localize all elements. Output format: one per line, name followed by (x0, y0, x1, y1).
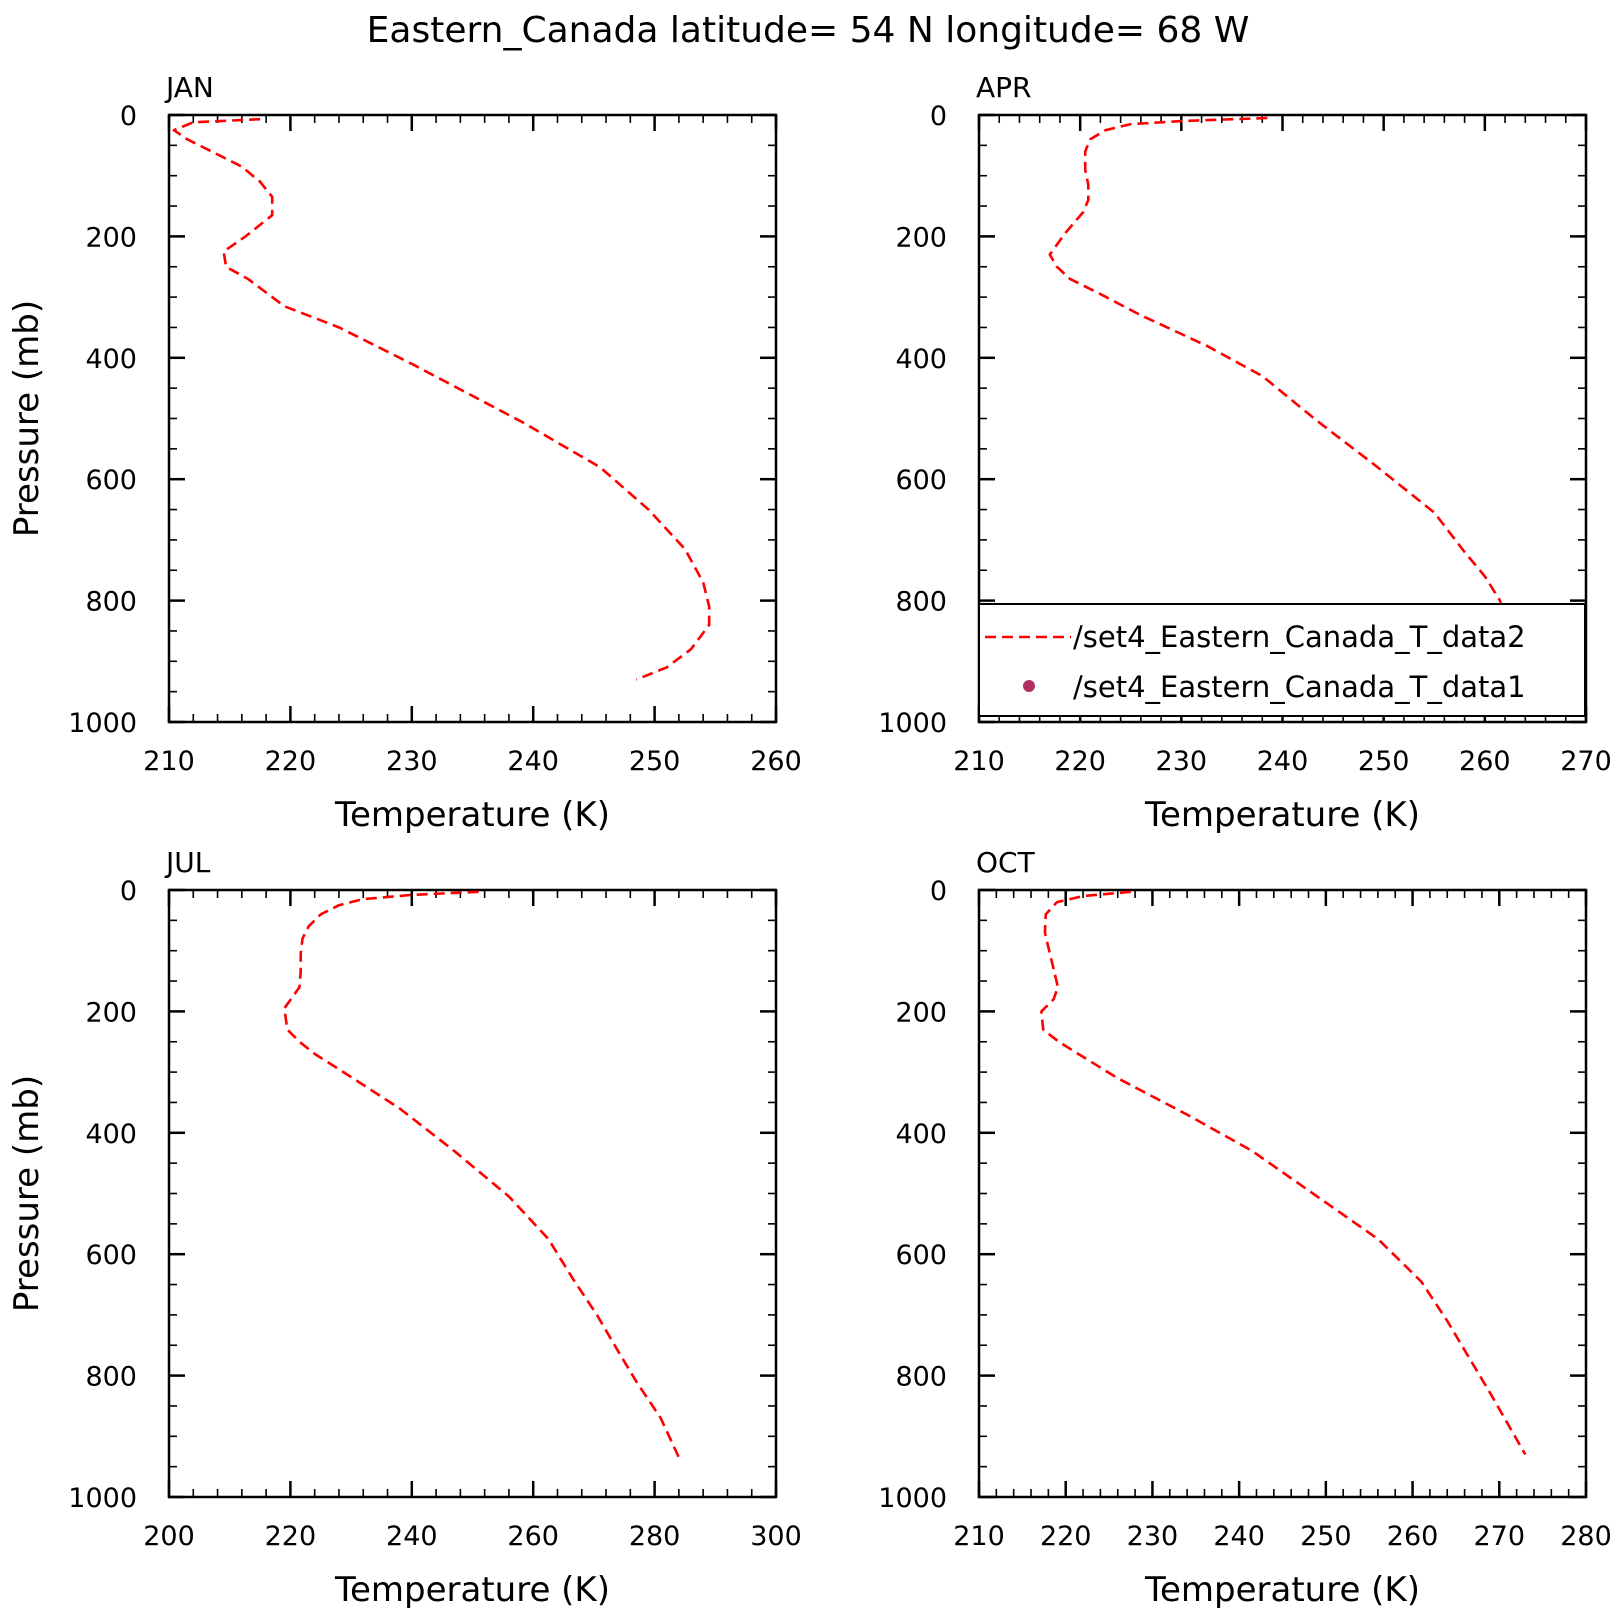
x-tick-label-jan: 240 (507, 746, 559, 777)
y-axis-label-jan: Pressure (mb) (7, 300, 47, 537)
panel-title-apr: APR (976, 71, 1032, 104)
panel-title-jul: JUL (164, 846, 211, 879)
x-tick-label-oct: 250 (1300, 1521, 1352, 1552)
y-tick-label-apr: 0 (930, 101, 947, 132)
legend-label-data2: /set4_Eastern_Canada_T_data2 (1073, 620, 1526, 654)
plot-frame-jan (167, 113, 778, 724)
x-tick-label-apr: 210 (953, 746, 1005, 777)
y-tick-label-apr: 600 (895, 465, 947, 496)
y-tick-label-jul: 400 (85, 1119, 137, 1150)
panel-title-oct: OCT (976, 846, 1036, 879)
y-tick-label-jan: 800 (85, 587, 137, 618)
x-axis-label-jul: Temperature (K) (334, 1570, 610, 1610)
legend-marker-swatch (1023, 680, 1035, 692)
x-tick-label-apr: 260 (1459, 746, 1511, 777)
y-tick-label-oct: 800 (895, 1362, 947, 1393)
y-tick-label-apr: 200 (895, 222, 947, 253)
x-tick-label-apr: 250 (1358, 746, 1410, 777)
x-tick-label-jan: 210 (143, 746, 195, 777)
x-tick-label-apr: 230 (1156, 746, 1208, 777)
x-tick-label-jul: 200 (143, 1521, 195, 1552)
y-tick-label-oct: 400 (895, 1119, 947, 1150)
x-tick-label-jul: 280 (629, 1521, 681, 1552)
x-tick-label-jan: 230 (386, 746, 438, 777)
series-line-jan (172, 117, 711, 681)
y-tick-label-oct: 200 (895, 997, 947, 1028)
legend-label-data1: /set4_Eastern_Canada_T_data1 (1073, 670, 1526, 704)
x-tick-label-oct: 260 (1387, 1521, 1439, 1552)
y-tick-label-apr: 1000 (878, 708, 947, 739)
y-tick-label-jul: 200 (85, 997, 137, 1028)
y-tick-label-apr: 800 (895, 587, 947, 618)
y-tick-label-jan: 600 (85, 465, 137, 496)
x-axis-label-apr: Temperature (K) (1144, 795, 1420, 835)
y-tick-label-jul: 800 (85, 1362, 137, 1393)
y-tick-label-oct: 1000 (878, 1483, 947, 1514)
y-tick-label-jan: 400 (85, 344, 137, 375)
y-tick-label-oct: 600 (895, 1240, 947, 1271)
x-tick-label-oct: 280 (1560, 1521, 1612, 1552)
x-tick-label-oct: 230 (1127, 1521, 1179, 1552)
legend-box (978, 603, 1586, 717)
x-tick-label-apr: 270 (1560, 746, 1612, 777)
x-axis-label-oct: Temperature (K) (1144, 1570, 1420, 1610)
y-tick-label-jan: 1000 (68, 708, 137, 739)
y-tick-label-jul: 1000 (68, 1483, 137, 1514)
y-tick-label-jan: 0 (120, 101, 137, 132)
x-tick-label-jan: 220 (265, 746, 317, 777)
legend: /set4_Eastern_Canada_T_data2/set4_Easter… (978, 603, 1586, 717)
plot-frame-oct (977, 888, 1588, 1499)
y-tick-label-apr: 400 (895, 344, 947, 375)
x-tick-label-jul: 260 (507, 1521, 559, 1552)
x-tick-label-oct: 270 (1474, 1521, 1526, 1552)
x-axis-label-jan: Temperature (K) (334, 795, 610, 835)
x-tick-label-jul: 240 (386, 1521, 438, 1552)
plot-frame-jul (167, 888, 778, 1499)
y-tick-label-jul: 600 (85, 1240, 137, 1271)
x-tick-label-jul: 300 (750, 1521, 802, 1552)
x-tick-label-jan: 250 (629, 746, 681, 777)
x-tick-label-oct: 240 (1213, 1521, 1265, 1552)
y-tick-label-oct: 0 (930, 876, 947, 907)
x-tick-label-oct: 210 (953, 1521, 1005, 1552)
panel-title-jan: JAN (164, 71, 214, 104)
figure-title: Eastern_Canada latitude= 54 N longitude=… (367, 10, 1250, 51)
series-line-apr (1048, 116, 1537, 687)
y-axis-label-jul: Pressure (mb) (7, 1075, 47, 1312)
y-tick-label-jan: 200 (85, 222, 137, 253)
y-tick-label-jul: 0 (120, 876, 137, 907)
series-line-oct (1040, 890, 1527, 1456)
x-tick-label-jan: 260 (750, 746, 802, 777)
x-tick-label-oct: 220 (1040, 1521, 1092, 1552)
x-tick-label-apr: 220 (1054, 746, 1106, 777)
x-tick-label-jul: 220 (265, 1521, 317, 1552)
series-line-jul (282, 890, 681, 1459)
x-tick-label-apr: 240 (1257, 746, 1309, 777)
